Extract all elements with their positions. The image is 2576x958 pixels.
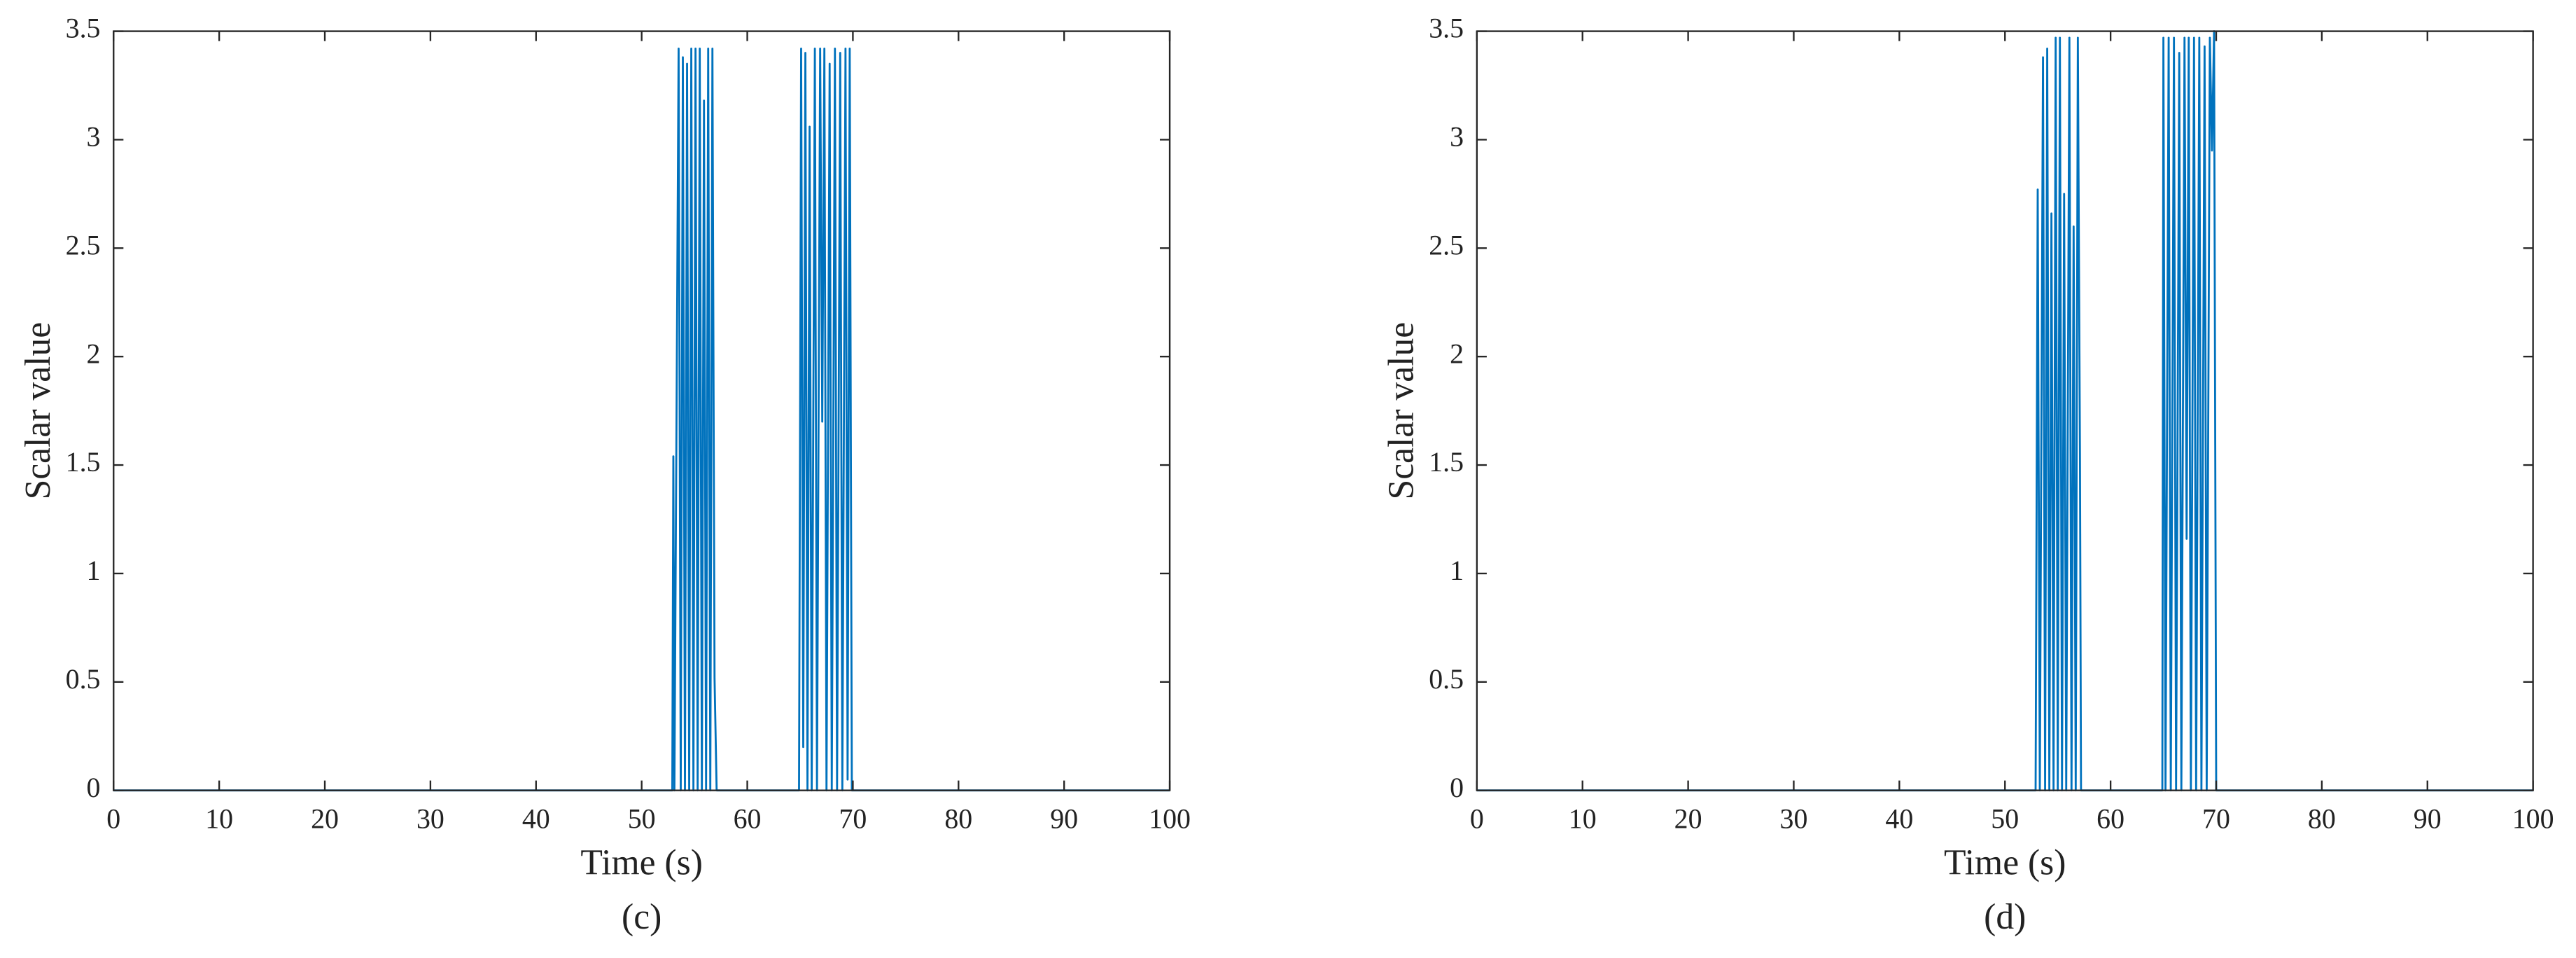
x-tick-label: 100 [2512,803,2554,834]
y-tick-label: 3.5 [66,13,101,44]
x-tick-label: 70 [839,803,867,834]
x-tick-label: 50 [1991,803,2019,834]
x-tick-label: 40 [1885,803,1913,834]
x-tick-label: 30 [1780,803,1808,834]
plot-area [113,31,1170,791]
x-tick-label: 60 [734,803,762,834]
x-tick-label: 80 [2308,803,2336,834]
y-tick-label: 0.5 [66,663,101,695]
x-tick-label: 30 [416,803,444,834]
x-tick-label: 90 [1050,803,1078,834]
y-tick-label: 1 [1450,555,1464,586]
y-tick-label: 1.5 [66,446,101,478]
x-tick-label: 10 [1569,803,1597,834]
y-axis-label: Scalar value [1381,322,1421,500]
x-axis-label: Time (s) [580,842,702,882]
x-tick-label: 10 [205,803,233,834]
x-tick-label: 40 [522,803,550,834]
caption: (d) [1984,897,2026,937]
y-tick-label: 1.5 [1429,446,1464,478]
y-tick-label: 0.5 [1429,663,1464,695]
y-tick-label: 2.5 [1429,229,1464,261]
caption: (c) [622,897,662,937]
x-tick-label: 20 [1674,803,1702,834]
x-tick-label: 80 [944,803,972,834]
x-tick-label: 50 [628,803,656,834]
y-tick-label: 0 [87,772,101,803]
x-axis-label: Time (s) [1944,842,2066,882]
x-tick-label: 90 [2414,803,2442,834]
x-tick-label: 70 [2202,803,2230,834]
x-tick-label: 0 [106,803,120,834]
y-tick-label: 2 [1450,338,1464,369]
y-tick-label: 1 [87,555,101,586]
plot-area [1476,31,2533,791]
y-tick-label: 0 [1450,772,1464,803]
y-axis-label: Scalar value [18,322,58,500]
x-tick-label: 60 [2096,803,2124,834]
x-tick-label: 20 [311,803,339,834]
x-tick-label: 100 [1149,803,1191,834]
y-tick-label: 3 [1450,121,1464,153]
x-tick-label: 0 [1470,803,1484,834]
y-tick-label: 2 [87,338,101,369]
y-tick-label: 3.5 [1429,13,1464,44]
y-tick-label: 3 [87,121,101,153]
y-tick-label: 2.5 [66,229,101,261]
